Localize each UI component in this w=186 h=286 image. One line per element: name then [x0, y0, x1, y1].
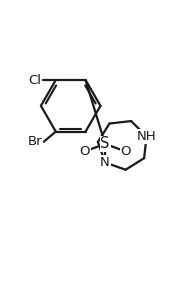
- Text: Br: Br: [28, 135, 43, 148]
- Text: N: N: [100, 156, 110, 169]
- Text: Cl: Cl: [28, 74, 41, 87]
- Text: NH: NH: [137, 130, 156, 143]
- Text: O: O: [120, 145, 131, 158]
- Text: S: S: [100, 136, 110, 151]
- Text: O: O: [79, 145, 90, 158]
